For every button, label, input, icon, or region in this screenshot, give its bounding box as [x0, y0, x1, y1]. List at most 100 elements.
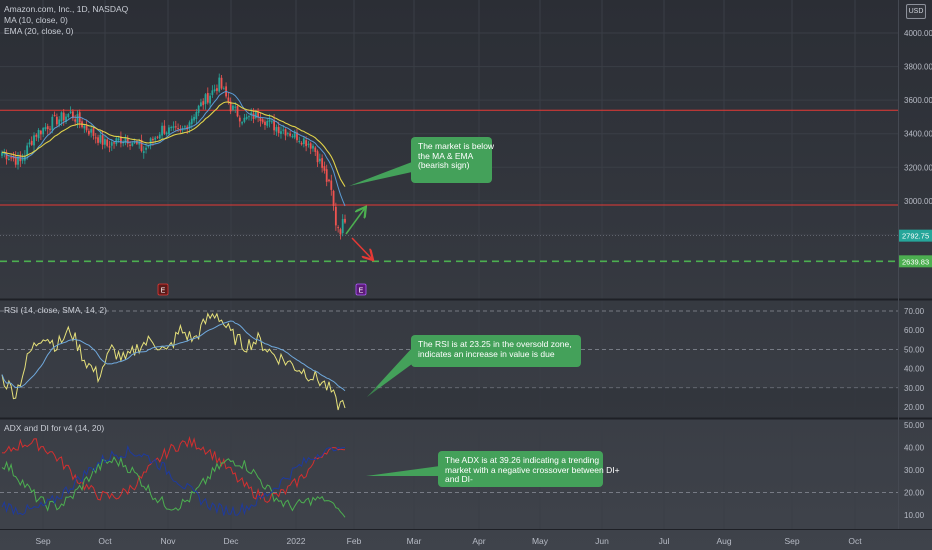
- candle-body: [296, 132, 298, 141]
- candle-body: [337, 227, 340, 229]
- candle-body: [131, 143, 134, 146]
- candle-body: [341, 219, 344, 234]
- time-axis-tick-label: Nov: [160, 536, 176, 546]
- candle-body: [218, 77, 221, 92]
- candle-body: [197, 105, 200, 113]
- time-axis-tick-label: Sep: [35, 536, 50, 546]
- rsi-oversold-zone: [0, 387, 898, 418]
- candle-body: [202, 101, 205, 106]
- candle-body: [179, 129, 182, 131]
- candle-body: [145, 147, 147, 150]
- price-annotation-line-1: The market is below: [418, 141, 495, 151]
- candle-body: [206, 92, 209, 103]
- candle-body: [71, 111, 74, 119]
- candle-body: [286, 133, 289, 135]
- candle-body: [44, 127, 47, 130]
- candle-body: [188, 122, 191, 129]
- adx-annotation-line-1: The ADX is at 39.26 indicating a trendin…: [445, 455, 600, 465]
- candle-body: [216, 88, 218, 91]
- candle-body: [7, 158, 10, 160]
- candle-body: [154, 137, 157, 140]
- candle-body: [209, 95, 211, 104]
- candle-body: [300, 142, 303, 145]
- adx-line: [1, 435, 346, 503]
- candle-body: [328, 179, 330, 182]
- candle-body: [284, 129, 287, 136]
- candle-body: [250, 112, 253, 116]
- rsi-legend-label[interactable]: RSI (14, close, SMA, 14, 2): [4, 305, 107, 315]
- candle-body: [266, 120, 269, 126]
- candle-body: [277, 126, 280, 134]
- symbol-title[interactable]: Amazon.com, Inc., 1D, NASDAQ: [4, 4, 129, 14]
- candle-body: [120, 136, 122, 144]
- candle-body: [222, 88, 225, 90]
- candle-body: [168, 127, 170, 135]
- candle-body: [30, 140, 33, 145]
- ma-legend[interactable]: MA (10, close, 0): [4, 15, 68, 25]
- candle-body: [334, 206, 337, 226]
- adx-annotation-line-3: and DI-: [445, 474, 473, 484]
- candle-body: [117, 138, 120, 141]
- candle-body: [17, 156, 19, 165]
- candle-body: [264, 121, 266, 126]
- candle-body: [138, 141, 141, 145]
- rsi-axis-tick-label: 70.00: [904, 307, 925, 316]
- axes: 2800.003000.003200.003400.003600.003800.…: [35, 29, 932, 546]
- candle-body: [76, 114, 79, 123]
- time-axis-tick-label: Jul: [659, 536, 670, 546]
- time-axis-tick-label: Oct: [98, 536, 112, 546]
- candle-body: [97, 137, 99, 143]
- candle-body: [302, 138, 305, 144]
- candle-body: [248, 116, 250, 118]
- candle-body: [106, 139, 109, 146]
- candle-body: [83, 125, 86, 129]
- candle-body: [49, 128, 51, 130]
- candle-body: [321, 158, 324, 168]
- candle-body: [156, 136, 159, 138]
- rsi-axis-tick-label: 60.00: [904, 326, 925, 335]
- candle-body: [252, 113, 255, 119]
- adx-legend-label[interactable]: ADX and DI for v4 (14, 20): [4, 423, 105, 433]
- candle-body: [28, 142, 31, 145]
- candle-body: [195, 112, 198, 120]
- price-axis-tick-label: 4000.00: [904, 29, 932, 38]
- candle-body: [142, 151, 145, 153]
- candle-body: [85, 125, 88, 131]
- candle-body: [3, 152, 6, 155]
- currency-badge[interactable]: USD: [906, 4, 926, 19]
- candle-body: [94, 137, 97, 139]
- price-axis-tick-label: 3400.00: [904, 130, 932, 139]
- rsi-signal-line: [1, 320, 346, 392]
- candle-body: [46, 126, 49, 130]
- candle-body: [190, 118, 193, 125]
- candle-body: [42, 127, 45, 135]
- up-arrow: [345, 208, 365, 235]
- candle-body: [323, 166, 326, 171]
- candle-body: [147, 145, 150, 147]
- candle-body: [325, 169, 328, 182]
- adx-axis-tick-label: 10.00: [904, 511, 925, 520]
- candle-body: [332, 190, 335, 206]
- candle-body: [87, 130, 90, 135]
- candle-body: [280, 131, 282, 134]
- ema-legend[interactable]: EMA (20, close, 0): [4, 26, 74, 36]
- candle-body: [35, 134, 38, 137]
- candle-body: [152, 138, 154, 141]
- time-axis-tick-label: Aug: [716, 536, 731, 546]
- price-axis-tick-label: 3200.00: [904, 163, 932, 172]
- candle-body: [69, 111, 72, 114]
- candle-body: [14, 156, 17, 165]
- time-axis-tick-label: Apr: [472, 536, 485, 546]
- candle-body: [193, 116, 195, 121]
- candle-body: [158, 134, 161, 139]
- price-annotation: The market is below the MA & EMA (bearis…: [411, 137, 495, 183]
- candle-body: [238, 117, 241, 122]
- candle-body: [165, 132, 168, 135]
- candle-body: [170, 126, 173, 129]
- di-plus-line: [1, 456, 346, 518]
- candle-body: [104, 139, 106, 145]
- candle-body: [275, 127, 278, 132]
- candle-body: [37, 130, 40, 139]
- price-axis-tick-label: 3600.00: [904, 96, 932, 105]
